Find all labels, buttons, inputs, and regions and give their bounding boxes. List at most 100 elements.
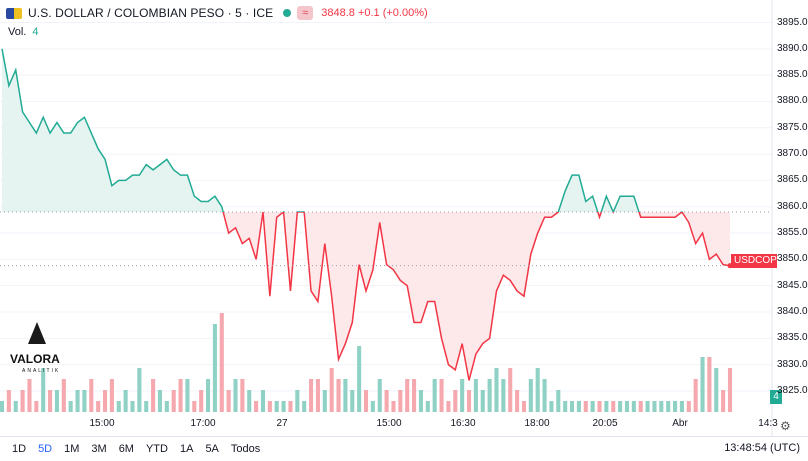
x-tick-label: 15:00: [89, 418, 114, 429]
volume-legend[interactable]: Vol. 4: [8, 26, 38, 38]
volume-bar: [109, 379, 114, 412]
volume-bar: [638, 401, 643, 412]
volume-bar: [178, 379, 183, 412]
volume-bar: [267, 401, 272, 412]
x-tick-label: 15:00: [376, 418, 401, 429]
y-tick-label: 3895.0: [777, 16, 808, 28]
brand-logo: VALORA ANALITIK: [10, 322, 60, 374]
volume-bar: [480, 390, 485, 412]
x-tick-label: 16:30: [450, 418, 475, 429]
area-fill-down: [2, 212, 730, 381]
volume-bar: [631, 401, 636, 412]
volume-bar: [673, 401, 678, 412]
volume-bar: [549, 401, 554, 412]
x-tick-label: 20:05: [592, 418, 617, 429]
volume-label: Vol.: [8, 26, 27, 38]
volume-bar: [556, 390, 561, 412]
volume-bar: [721, 390, 726, 412]
volume-bar: [34, 401, 39, 412]
y-tick-label: 3890.0: [777, 42, 808, 54]
volume-bar: [322, 390, 327, 412]
volume-bar: [68, 401, 73, 412]
volume-bar: [398, 390, 403, 412]
range-button-5d[interactable]: 5D: [38, 443, 53, 455]
volume-bar: [405, 379, 410, 412]
volume-bar: [686, 401, 691, 412]
range-button-1m[interactable]: 1M: [64, 443, 80, 455]
volume-bar: [597, 401, 602, 412]
volume-bar: [219, 313, 224, 412]
volume-bar: [329, 368, 334, 412]
volume-bar: [288, 401, 293, 412]
volume-bar: [48, 390, 53, 412]
volume-bar: [583, 401, 588, 412]
volume-bar: [624, 401, 630, 412]
x-tick-label: Abr: [672, 418, 688, 429]
volume-bar: [96, 401, 101, 412]
volume-bar: [20, 390, 25, 412]
gear-icon[interactable]: ⚙: [780, 419, 791, 433]
volume-bar: [0, 401, 5, 412]
volume-bar: [666, 401, 671, 412]
volume-bar: [535, 368, 540, 412]
range-button-ytd[interactable]: YTD: [145, 443, 168, 455]
y-tick-label: 3885.0: [777, 69, 808, 81]
y-tick-label: 3835.0: [777, 332, 808, 344]
range-button-todos[interactable]: Todos: [230, 443, 261, 455]
volume-bar: [102, 390, 108, 412]
volume-bar: [370, 401, 375, 412]
volume-bar: [432, 379, 437, 412]
range-button-3m[interactable]: 3M: [91, 443, 107, 455]
range-button-5a[interactable]: 5A: [205, 443, 219, 455]
volume-bar: [185, 379, 190, 412]
range-button-6m[interactable]: 6M: [118, 443, 134, 455]
volume-bar: [521, 401, 527, 412]
currency-flag-icon: [6, 7, 22, 19]
logo-sub: ANALITIK: [22, 368, 61, 374]
volume-bar: [508, 368, 513, 412]
volume-bar: [460, 379, 465, 412]
volume-bar: [61, 379, 66, 412]
volume-bar: [254, 401, 259, 412]
data-delay-badge[interactable]: ≈: [297, 6, 314, 20]
volume-bar: [727, 368, 733, 412]
volume-bar: [604, 401, 609, 412]
volume-bar: [260, 390, 266, 412]
volume-bar: [89, 379, 94, 412]
volume-bar: [233, 379, 238, 412]
volume-bar: [315, 379, 320, 412]
volume-bar: [501, 379, 506, 412]
volume-bar: [515, 390, 520, 412]
symbol-title[interactable]: U.S. DOLLAR / COLOMBIAN PESO · 5 · ICE: [28, 6, 274, 20]
volume-bar: [645, 401, 650, 412]
volume-bar: [192, 401, 197, 412]
volume-value: 4: [32, 26, 39, 38]
volume-bar: [659, 401, 664, 412]
clock[interactable]: 13:48:54 (UTC): [724, 442, 800, 454]
y-tick-label: 3855.0: [777, 227, 808, 239]
price-chart[interactable]: 15:00 17:00 27 15:00 16:30 18:00 20:05 Abr 14:3: [0, 0, 808, 436]
volume-bar: [6, 390, 11, 412]
y-tick-label: 3875.0: [777, 121, 808, 133]
volume-bar: [618, 401, 623, 412]
y-tick-label: 3860.0: [777, 200, 808, 212]
volume-bar: [453, 390, 458, 412]
y-tick-label: 3850.0: [777, 253, 808, 265]
price-tag: USDCOP 3848.8: [731, 254, 807, 268]
volume-bar: [302, 401, 307, 412]
x-tick-label: 27: [276, 418, 288, 429]
bottom-toolbar: 1D 5D 1M 3M 6M YTD 1A 5A Todos 13:48:54 (UTC): [0, 436, 808, 461]
x-tick-label: 14:3: [758, 418, 778, 429]
last-quote: 3848.8 +0.1 (+0.00%): [321, 7, 428, 19]
y-tick-label: 3845.0: [777, 279, 808, 291]
volume-bar: [144, 401, 149, 412]
range-button-1d[interactable]: 1D: [12, 443, 27, 455]
volume-bar: [714, 368, 719, 412]
volume-bar: [700, 357, 705, 412]
volume-bar: [226, 390, 231, 412]
volume-bar: [274, 401, 279, 412]
range-button-1a[interactable]: 1A: [179, 443, 194, 455]
volume-bar: [336, 379, 341, 412]
volume-bar: [466, 390, 472, 412]
volume-bar: [542, 379, 547, 412]
